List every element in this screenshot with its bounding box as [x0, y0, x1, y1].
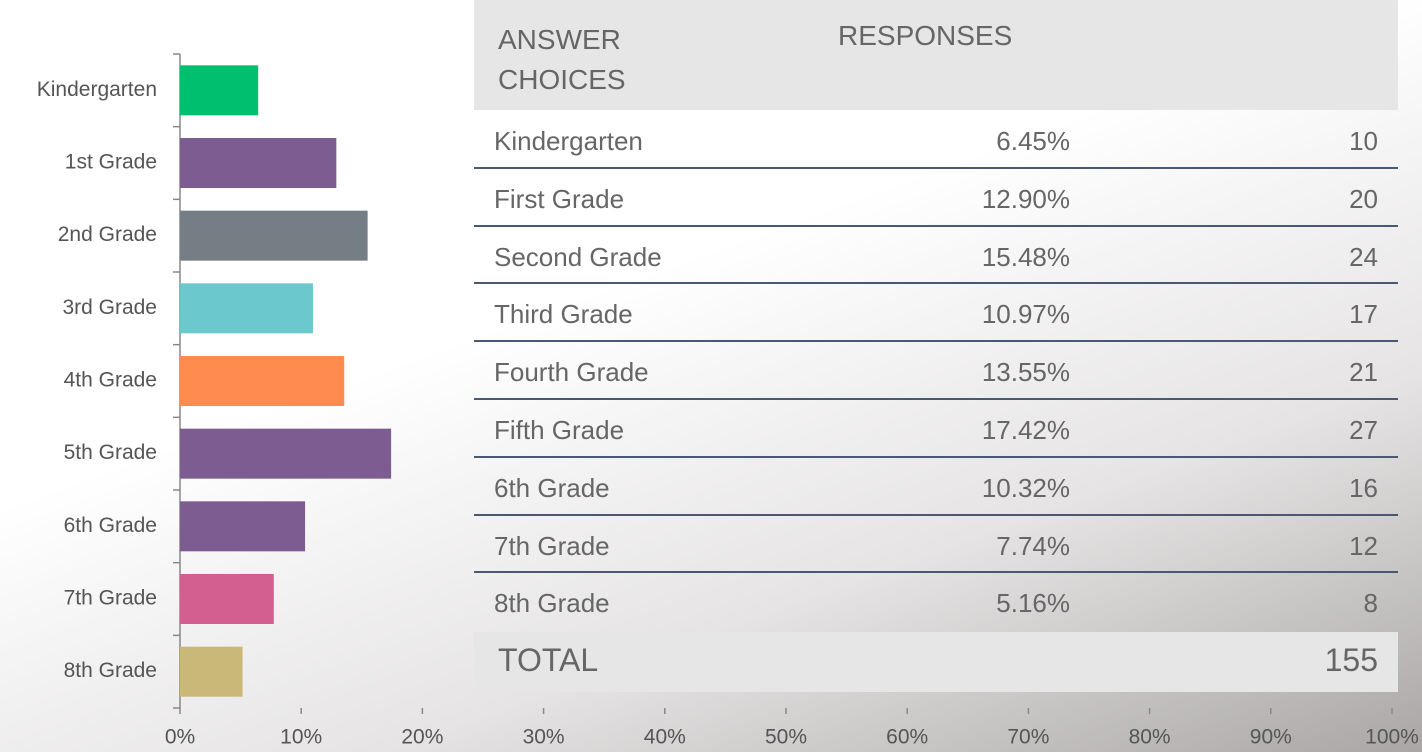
row-percent: 17.42% — [981, 415, 1070, 445]
total-band — [474, 632, 1398, 692]
row-divider — [474, 224, 1398, 227]
y-tick-label: 3rd Grade — [62, 296, 157, 319]
y-tick-label: 2nd Grade — [58, 223, 157, 246]
row-divider — [474, 455, 1398, 458]
y-tick-label: Kindergarten — [37, 78, 157, 101]
total-label: TOTAL — [498, 642, 599, 678]
row-count: 8 — [1363, 588, 1378, 619]
y-tick-label: 4th Grade — [64, 369, 157, 392]
x-tick-label: 50% — [765, 726, 807, 749]
bar — [180, 574, 274, 624]
bar — [180, 138, 337, 188]
bar — [180, 428, 392, 479]
row-label: Third Grade — [494, 299, 633, 330]
x-tick-label: 70% — [1007, 726, 1049, 749]
total-value: 155 — [1324, 642, 1378, 678]
row-divider — [474, 166, 1398, 169]
y-tick-label: 5th Grade — [64, 441, 157, 464]
row-percent: 7.74% — [996, 530, 1070, 561]
row-count: 16 — [1349, 472, 1378, 503]
header-answer: ANSWER CHOICES — [498, 24, 626, 95]
row-percent: 13.55% — [981, 357, 1070, 388]
x-tick-label: 40% — [644, 726, 686, 749]
header-responses: RESPONSES — [838, 20, 1013, 51]
row-label: 6th Grade — [494, 472, 610, 503]
row-label: 7th Grade — [494, 530, 610, 561]
x-tick-label: 30% — [523, 726, 565, 749]
row-percent: 5.16% — [996, 588, 1070, 619]
row-count: 21 — [1349, 357, 1378, 388]
bar — [180, 501, 306, 552]
row-label: Kindergarten — [494, 126, 643, 156]
x-tick-label: 10% — [280, 726, 322, 749]
bar — [180, 646, 243, 697]
row-label: 8th Grade — [494, 588, 610, 619]
bar — [180, 65, 259, 116]
row-divider — [474, 340, 1398, 343]
x-tick-label: 100% — [1365, 726, 1419, 749]
row-label: First Grade — [494, 183, 625, 214]
row-percent: 10.97% — [981, 299, 1070, 330]
y-tick-label: 8th Grade — [64, 659, 157, 682]
row-count: 27 — [1349, 415, 1378, 445]
row-percent: 10.32% — [981, 472, 1070, 503]
y-tick-label: 1st Grade — [65, 151, 157, 174]
row-label: Fourth Grade — [494, 357, 649, 388]
row-percent: 6.45% — [996, 126, 1070, 156]
row-label: Second Grade — [494, 241, 662, 272]
x-tick-label: 80% — [1129, 726, 1171, 749]
bar — [180, 210, 368, 261]
x-tick-label: 20% — [401, 726, 443, 749]
row-count: 24 — [1349, 241, 1378, 272]
row-divider — [474, 282, 1398, 285]
row-count: 17 — [1349, 299, 1378, 330]
y-tick-label: 7th Grade — [64, 587, 157, 610]
bar — [180, 283, 313, 334]
row-divider — [474, 398, 1398, 400]
header-band — [474, 0, 1398, 110]
x-tick-label: 90% — [1250, 726, 1292, 749]
row-count: 12 — [1349, 530, 1378, 561]
bar — [180, 356, 345, 406]
row-label: Fifth Grade — [494, 415, 625, 445]
x-tick-label: 60% — [886, 726, 928, 749]
row-divider — [474, 571, 1398, 574]
row-count: 10 — [1349, 126, 1378, 156]
row-divider — [474, 513, 1398, 516]
x-tick-label: 0% — [165, 726, 195, 749]
row-percent: 15.48% — [981, 241, 1070, 272]
row-percent: 12.90% — [981, 183, 1070, 214]
y-tick-label: 6th Grade — [64, 514, 157, 537]
row-count: 20 — [1349, 183, 1378, 214]
